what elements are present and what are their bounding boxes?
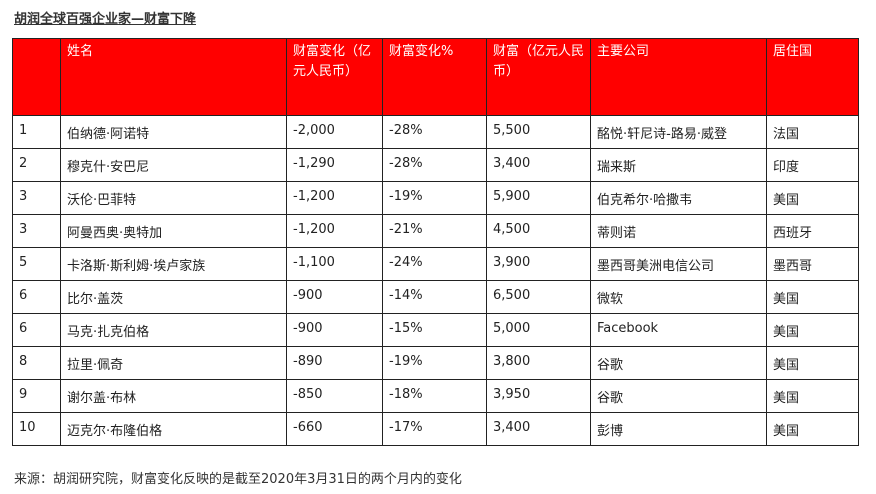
wealth-change-cell: -660 (286, 412, 383, 446)
wealth-change-cell: -900 (286, 280, 383, 314)
company-cell: 谷歌 (590, 346, 767, 380)
table-row: 6 比尔·盖茨 -900 -14% 6,500 微软 美国 (12, 280, 859, 314)
company-cell: 墨西哥美洲电信公司 (590, 247, 767, 281)
page-title: 胡润全球百强企业家—财富下降 (14, 12, 197, 27)
header-name: 姓名 (60, 38, 287, 116)
wealth-change-percent-cell: -19% (382, 346, 487, 380)
source-footnote: 来源：胡润研究院，财富变化反映的是截至2020年3月31日的两个月内的变化 (14, 472, 462, 487)
name-cell: 谢尔盖·布林 (60, 379, 287, 413)
wealth-change-cell: -1,200 (286, 181, 383, 215)
wealth-cell: 5,900 (486, 181, 591, 215)
table-row: 1 伯纳德·阿诺特 -2,000 -28% 5,500 酩悦·轩尼诗-路易·威登… (12, 115, 859, 149)
wealth-decline-table: 姓名 财富变化（亿元人民币） 财富变化% 财富（亿元人民币） 主要公司 居住国 … (12, 38, 859, 446)
wealth-change-percent-cell: -14% (382, 280, 487, 314)
wealth-cell: 6,500 (486, 280, 591, 314)
country-cell: 美国 (766, 181, 859, 215)
table-row: 3 阿曼西奥·奥特加 -1,200 -21% 4,500 蒂则诺 西班牙 (12, 214, 859, 248)
wealth-change-percent-cell: -15% (382, 313, 487, 347)
wealth-change-cell: -2,000 (286, 115, 383, 149)
rank-cell: 9 (12, 379, 61, 413)
rank-cell: 8 (12, 346, 61, 380)
company-cell: 微软 (590, 280, 767, 314)
name-cell: 沃伦·巴菲特 (60, 181, 287, 215)
country-cell: 美国 (766, 313, 859, 347)
table-row: 3 沃伦·巴菲特 -1,200 -19% 5,900 伯克希尔·哈撒韦 美国 (12, 181, 859, 215)
name-cell: 阿曼西奥·奥特加 (60, 214, 287, 248)
table-row: 5 卡洛斯·斯利姆·埃卢家族 -1,100 -24% 3,900 墨西哥美洲电信… (12, 247, 859, 281)
rank-cell: 3 (12, 181, 61, 215)
header-wealth-change: 财富变化（亿元人民币） (286, 38, 383, 116)
country-cell: 西班牙 (766, 214, 859, 248)
wealth-change-cell: -900 (286, 313, 383, 347)
rank-cell: 6 (12, 313, 61, 347)
country-cell: 墨西哥 (766, 247, 859, 281)
wealth-cell: 5,500 (486, 115, 591, 149)
rank-cell: 3 (12, 214, 61, 248)
company-cell: Facebook (590, 313, 767, 347)
rank-cell: 10 (12, 412, 61, 446)
wealth-cell: 3,900 (486, 247, 591, 281)
wealth-change-percent-cell: -21% (382, 214, 487, 248)
wealth-change-percent-cell: -18% (382, 379, 487, 413)
rank-cell: 6 (12, 280, 61, 314)
wealth-cell: 4,500 (486, 214, 591, 248)
wealth-change-cell: -850 (286, 379, 383, 413)
wealth-cell: 3,800 (486, 346, 591, 380)
wealth-change-cell: -1,100 (286, 247, 383, 281)
wealth-change-percent-cell: -28% (382, 115, 487, 149)
rank-cell: 1 (12, 115, 61, 149)
wealth-cell: 3,400 (486, 148, 591, 182)
table-row: 2 穆克什·安巴尼 -1,290 -28% 3,400 瑞来斯 印度 (12, 148, 859, 182)
rank-cell: 2 (12, 148, 61, 182)
wealth-change-cell: -1,290 (286, 148, 383, 182)
wealth-change-percent-cell: -28% (382, 148, 487, 182)
table-row: 6 马克·扎克伯格 -900 -15% 5,000 Facebook 美国 (12, 313, 859, 347)
table-header-row: 姓名 财富变化（亿元人民币） 财富变化% 财富（亿元人民币） 主要公司 居住国 (12, 38, 859, 116)
wealth-cell: 5,000 (486, 313, 591, 347)
wealth-change-percent-cell: -24% (382, 247, 487, 281)
wealth-cell: 3,950 (486, 379, 591, 413)
country-cell: 美国 (766, 379, 859, 413)
table-row: 10 迈克尔·布隆伯格 -660 -17% 3,400 彭博 美国 (12, 412, 859, 446)
name-cell: 卡洛斯·斯利姆·埃卢家族 (60, 247, 287, 281)
table-row: 8 拉里·佩奇 -890 -19% 3,800 谷歌 美国 (12, 346, 859, 380)
name-cell: 伯纳德·阿诺特 (60, 115, 287, 149)
company-cell: 谷歌 (590, 379, 767, 413)
country-cell: 法国 (766, 115, 859, 149)
name-cell: 马克·扎克伯格 (60, 313, 287, 347)
wealth-cell: 3,400 (486, 412, 591, 446)
name-cell: 迈克尔·布隆伯格 (60, 412, 287, 446)
company-cell: 彭博 (590, 412, 767, 446)
header-rank (12, 38, 61, 116)
name-cell: 拉里·佩奇 (60, 346, 287, 380)
company-cell: 蒂则诺 (590, 214, 767, 248)
name-cell: 比尔·盖茨 (60, 280, 287, 314)
country-cell: 美国 (766, 412, 859, 446)
header-main-company: 主要公司 (590, 38, 767, 116)
wealth-change-percent-cell: -17% (382, 412, 487, 446)
wealth-change-cell: -1,200 (286, 214, 383, 248)
country-cell: 印度 (766, 148, 859, 182)
table-row: 9 谢尔盖·布林 -850 -18% 3,950 谷歌 美国 (12, 379, 859, 413)
header-country: 居住国 (766, 38, 859, 116)
rank-cell: 5 (12, 247, 61, 281)
name-cell: 穆克什·安巴尼 (60, 148, 287, 182)
header-wealth-change-percent: 财富变化% (382, 38, 487, 116)
header-wealth: 财富（亿元人民币） (486, 38, 591, 116)
country-cell: 美国 (766, 280, 859, 314)
country-cell: 美国 (766, 346, 859, 380)
company-cell: 瑞来斯 (590, 148, 767, 182)
company-cell: 伯克希尔·哈撒韦 (590, 181, 767, 215)
wealth-change-percent-cell: -19% (382, 181, 487, 215)
wealth-change-cell: -890 (286, 346, 383, 380)
company-cell: 酩悦·轩尼诗-路易·威登 (590, 115, 767, 149)
